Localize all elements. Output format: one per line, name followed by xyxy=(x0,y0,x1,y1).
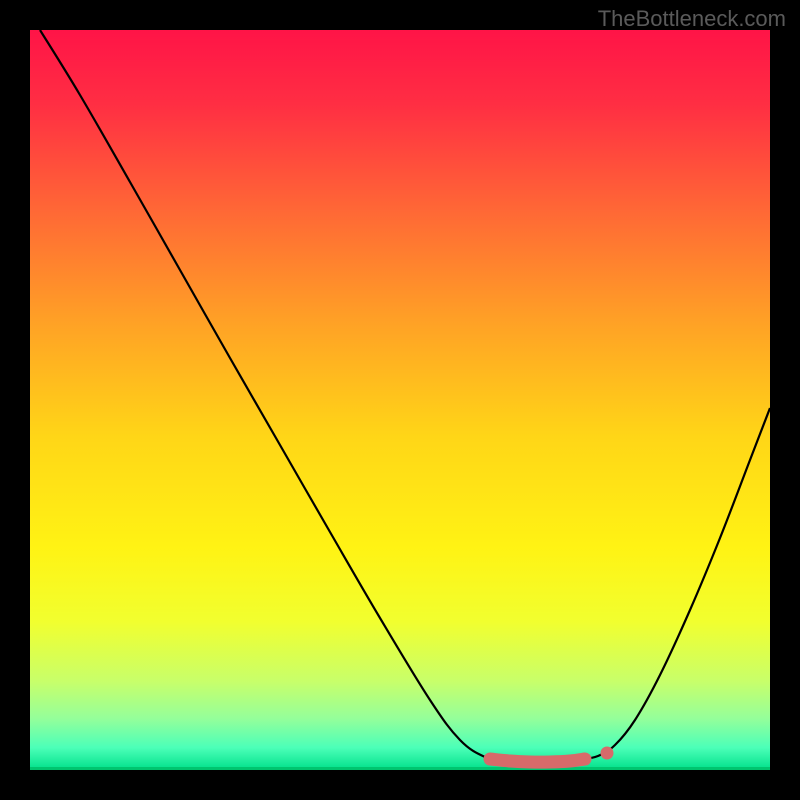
bottleneck-curve xyxy=(40,30,770,760)
watermark-text: TheBottleneck.com xyxy=(598,6,786,32)
highlight-end-dot xyxy=(601,747,614,760)
highlight-segment xyxy=(490,759,585,762)
curve-layer xyxy=(30,30,770,770)
plot-area xyxy=(30,30,770,770)
